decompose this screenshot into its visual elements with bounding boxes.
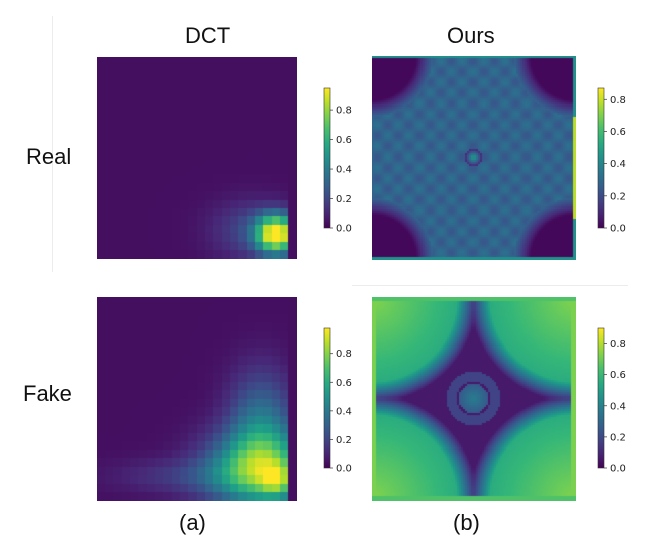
caption-a: (a) bbox=[179, 510, 206, 535]
colorbar-tick-label: 0.6 bbox=[336, 378, 352, 389]
colorbar-dct-real: 0.0 0.2 0.4 0.6 0.8 bbox=[323, 87, 352, 235]
colorbar-tick-label: 0.4 bbox=[336, 406, 352, 417]
colorbar-gradient bbox=[323, 87, 331, 229]
colorbar-tick-label: 0.8 bbox=[336, 106, 352, 117]
colorbar-tick-label: 0.8 bbox=[610, 95, 626, 106]
colorbar-tick-label: 0.4 bbox=[336, 165, 352, 176]
colorbar-gradient bbox=[597, 87, 605, 229]
caption-b: (b) bbox=[453, 510, 480, 535]
column-header-dct: DCT bbox=[185, 23, 231, 48]
colorbar-tick-label: 0.4 bbox=[610, 401, 626, 412]
colorbar-tick-label: 0.0 bbox=[336, 464, 352, 475]
heatmap-ours-real bbox=[372, 56, 576, 260]
heatmap-ours-fake bbox=[372, 297, 576, 501]
colorbar-tick-label: 0.2 bbox=[610, 191, 626, 202]
heatmap-dct-real bbox=[97, 57, 297, 259]
colorbar-tick-label: 0.6 bbox=[336, 135, 352, 146]
vertical-separator bbox=[52, 16, 53, 272]
row-label-fake: Fake bbox=[23, 381, 72, 406]
colorbar-tick-label: 0.0 bbox=[610, 224, 626, 235]
row-label-real: Real bbox=[26, 144, 72, 169]
colorbar-dct-fake: 0.0 0.2 0.4 0.6 0.8 bbox=[323, 327, 352, 475]
colorbar-ours-real: 0.0 0.2 0.4 0.6 0.8 bbox=[597, 87, 626, 235]
colorbar-tick-label: 0.6 bbox=[610, 370, 626, 381]
colorbar-tick-label: 0.0 bbox=[610, 464, 626, 475]
colorbar-tick-label: 0.2 bbox=[336, 194, 352, 205]
colorbar-tick-label: 0.8 bbox=[610, 339, 626, 350]
horizontal-separator bbox=[352, 285, 628, 286]
colorbar-gradient bbox=[323, 327, 331, 469]
colorbar-tick-label: 0.0 bbox=[336, 224, 352, 235]
column-header-ours: Ours bbox=[447, 23, 495, 48]
colorbar-tick-label: 0.8 bbox=[336, 349, 352, 360]
colorbar-tick-label: 0.2 bbox=[610, 432, 626, 443]
colorbar-gradient bbox=[597, 327, 605, 469]
colorbar-tick-label: 0.4 bbox=[610, 159, 626, 170]
colorbar-tick-label: 0.2 bbox=[336, 435, 352, 446]
heatmap-dct-fake bbox=[97, 297, 297, 501]
colorbar-ours-fake: 0.0 0.2 0.4 0.6 0.8 bbox=[597, 327, 626, 475]
colorbar-tick-label: 0.6 bbox=[610, 127, 626, 138]
